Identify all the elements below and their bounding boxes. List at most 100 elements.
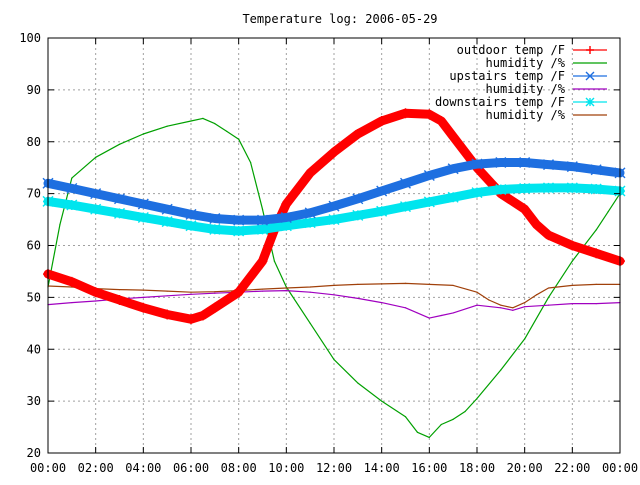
x-marker: [114, 193, 125, 205]
data-point: [452, 418, 454, 420]
data-point: [357, 382, 359, 384]
x-marker: [137, 198, 149, 210]
star-marker: [423, 196, 435, 208]
x-tick-label: 18:00: [459, 461, 495, 475]
data-point: [404, 307, 407, 309]
data-point: [309, 322, 311, 324]
data-point: [142, 289, 144, 291]
data-point: [428, 436, 430, 439]
x-tick-label: 14:00: [364, 461, 400, 475]
plus-marker: [376, 116, 387, 126]
series-1: [43, 108, 625, 325]
legend-label: humidity /%: [486, 56, 566, 70]
plus-marker: [209, 302, 220, 313]
data-point: [452, 284, 454, 287]
plus-marker: [519, 204, 530, 215]
y-tick-label: 90: [27, 83, 41, 97]
star-marker: [566, 182, 578, 194]
plus-marker: [281, 199, 292, 209]
data-point: [595, 303, 597, 305]
x-tick-label: 22:00: [554, 461, 590, 475]
data-point: [285, 286, 287, 288]
legend-label: outdoor temp /F: [457, 43, 565, 57]
data-point: [512, 309, 514, 311]
data-point: [357, 297, 359, 300]
star-marker: [376, 205, 388, 217]
data-point: [571, 260, 573, 262]
y-tick-label: 30: [27, 394, 41, 408]
y-tick-label: 60: [27, 239, 41, 253]
x-marker: [423, 169, 435, 181]
data-point: [524, 306, 526, 308]
data-point: [595, 283, 597, 286]
star-marker: [590, 183, 602, 195]
x-marker: [519, 157, 531, 168]
data-point: [166, 290, 168, 292]
axis-ticks: 20 30 40 50 60 70 80 90 100 00:00 02:00 04:00 06:00 0…: [19, 31, 638, 475]
data-point: [452, 312, 454, 314]
legend-label: humidity /%: [486, 108, 566, 122]
legend-item: outdoor temp /F: [457, 43, 607, 57]
data-point: [285, 287, 287, 289]
data-point: [607, 211, 609, 213]
data-point: [404, 282, 407, 284]
legend-item: downstairs temp /F: [435, 95, 607, 109]
data-point: [71, 301, 73, 304]
plus-marker: [138, 302, 149, 313]
x-marker: [304, 207, 316, 219]
star-marker: [400, 201, 411, 213]
star-marker: [471, 187, 483, 199]
data-point: [190, 293, 192, 295]
y-tick-label: 50: [27, 290, 41, 304]
data-point: [95, 300, 97, 302]
plus-marker: [114, 294, 125, 305]
data-point: [309, 291, 311, 293]
star-marker: [495, 183, 507, 195]
x-marker: [233, 214, 245, 226]
data-point: [190, 291, 192, 293]
data-point: [166, 125, 168, 127]
data-series: [42, 108, 626, 439]
data-point: [214, 122, 216, 125]
x-tick-label: 10:00: [268, 461, 304, 475]
star-marker: [304, 217, 316, 229]
data-point: [500, 369, 502, 371]
x-tick-label: 02:00: [78, 461, 114, 475]
x-marker: [400, 177, 411, 189]
legend-item: humidity /%: [486, 82, 607, 96]
data-point: [428, 317, 430, 319]
data-point: [95, 156, 97, 158]
legend-label: upstairs temp /F: [449, 69, 565, 83]
x-marker: [543, 159, 554, 171]
data-point: [190, 120, 192, 122]
plus-marker: [586, 46, 594, 54]
star-marker: [161, 216, 173, 228]
data-point: [571, 284, 573, 287]
data-point: [440, 314, 442, 317]
data-point: [333, 294, 335, 296]
data-point: [440, 423, 442, 426]
legend-item: humidity /%: [486, 108, 607, 122]
data-point: [273, 260, 276, 262]
data-point: [571, 303, 573, 305]
star-marker: [280, 220, 292, 232]
star-marker: [328, 214, 340, 226]
data-point: [547, 304, 550, 306]
data-point: [416, 431, 419, 433]
data-point: [381, 301, 383, 304]
x-tick-label: 06:00: [173, 461, 209, 475]
data-point: [476, 397, 478, 400]
x-marker: [585, 71, 595, 81]
data-point: [547, 296, 550, 298]
y-tick-label: 20: [27, 446, 41, 460]
data-point: [333, 359, 335, 361]
data-point: [404, 416, 407, 418]
x-marker: [328, 200, 340, 212]
star-marker: [585, 97, 595, 107]
x-marker: [376, 185, 388, 197]
plus-marker: [531, 219, 542, 230]
y-tick-label: 70: [27, 187, 41, 201]
plus-marker: [424, 109, 435, 120]
chart-title: Temperature log: 2006-05-29: [242, 12, 437, 26]
star-marker: [447, 191, 459, 203]
